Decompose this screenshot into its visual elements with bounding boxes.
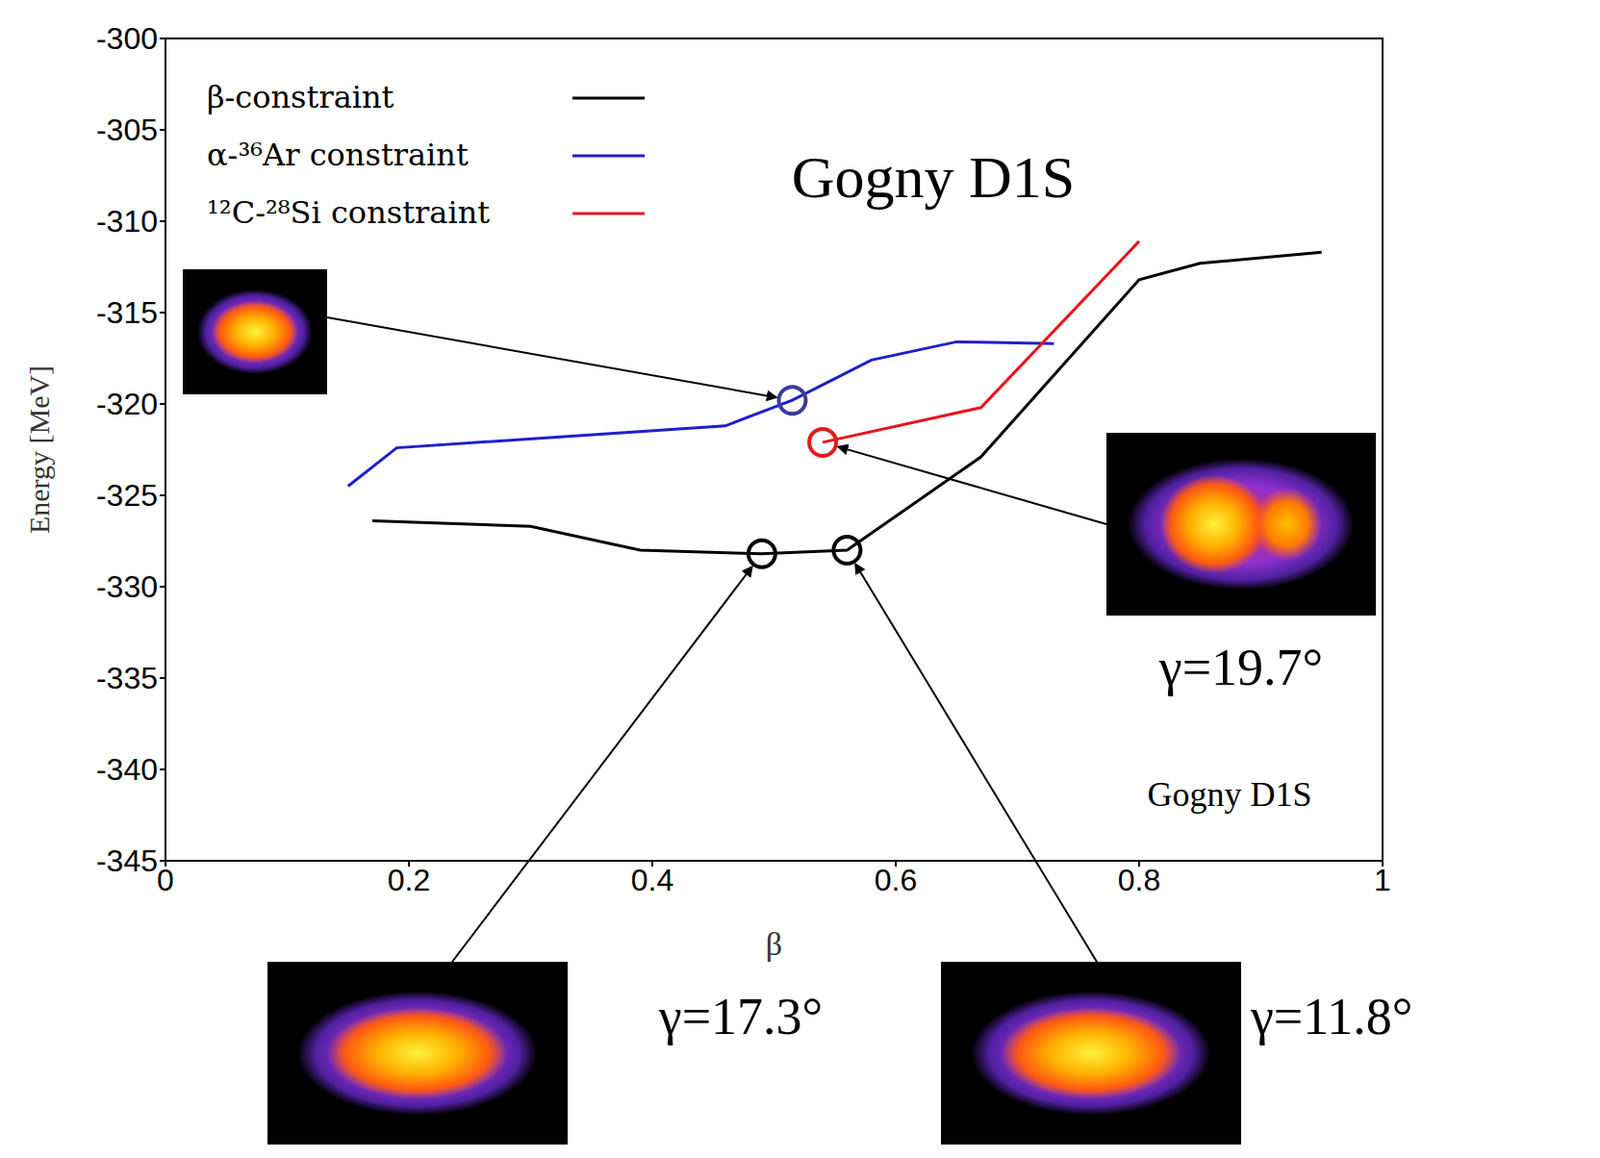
svg-text:β-constraint: β-constraint <box>206 78 395 116</box>
svg-text:-310: -310 <box>96 203 158 239</box>
svg-text:-340: -340 <box>96 752 158 788</box>
svg-text:β: β <box>765 926 783 963</box>
svg-text:γ=17.3°: γ=17.3° <box>658 988 823 1046</box>
svg-text:-330: -330 <box>96 569 158 605</box>
svg-text:-325: -325 <box>96 478 158 513</box>
svg-text:-300: -300 <box>96 21 158 56</box>
svg-text:1: 1 <box>1373 863 1392 898</box>
svg-text:0.2: 0.2 <box>387 863 431 898</box>
svg-text:-335: -335 <box>96 660 158 696</box>
svg-text:-315: -315 <box>96 295 158 331</box>
svg-text:Energy [MeV]: Energy [MeV] <box>23 365 55 534</box>
svg-text:-320: -320 <box>96 386 158 422</box>
svg-text:0.6: 0.6 <box>874 863 917 898</box>
svg-text:-345: -345 <box>96 843 158 879</box>
svg-text:0.4: 0.4 <box>631 863 674 898</box>
svg-text:α-³⁶Ar constraint: α-³⁶Ar constraint <box>206 136 469 174</box>
svg-text:0: 0 <box>156 863 175 898</box>
svg-text:¹²C-²⁸Si constraint: ¹²C-²⁸Si constraint <box>206 194 490 231</box>
svg-text:γ=19.7°: γ=19.7° <box>1158 638 1323 697</box>
svg-text:-305: -305 <box>96 112 158 148</box>
svg-text:0.8: 0.8 <box>1117 863 1161 898</box>
svg-text:γ=11.8°: γ=11.8° <box>1249 988 1413 1046</box>
svg-text:Gogny D1S: Gogny D1S <box>791 144 1076 210</box>
svg-text:Gogny D1S: Gogny D1S <box>1146 775 1312 814</box>
